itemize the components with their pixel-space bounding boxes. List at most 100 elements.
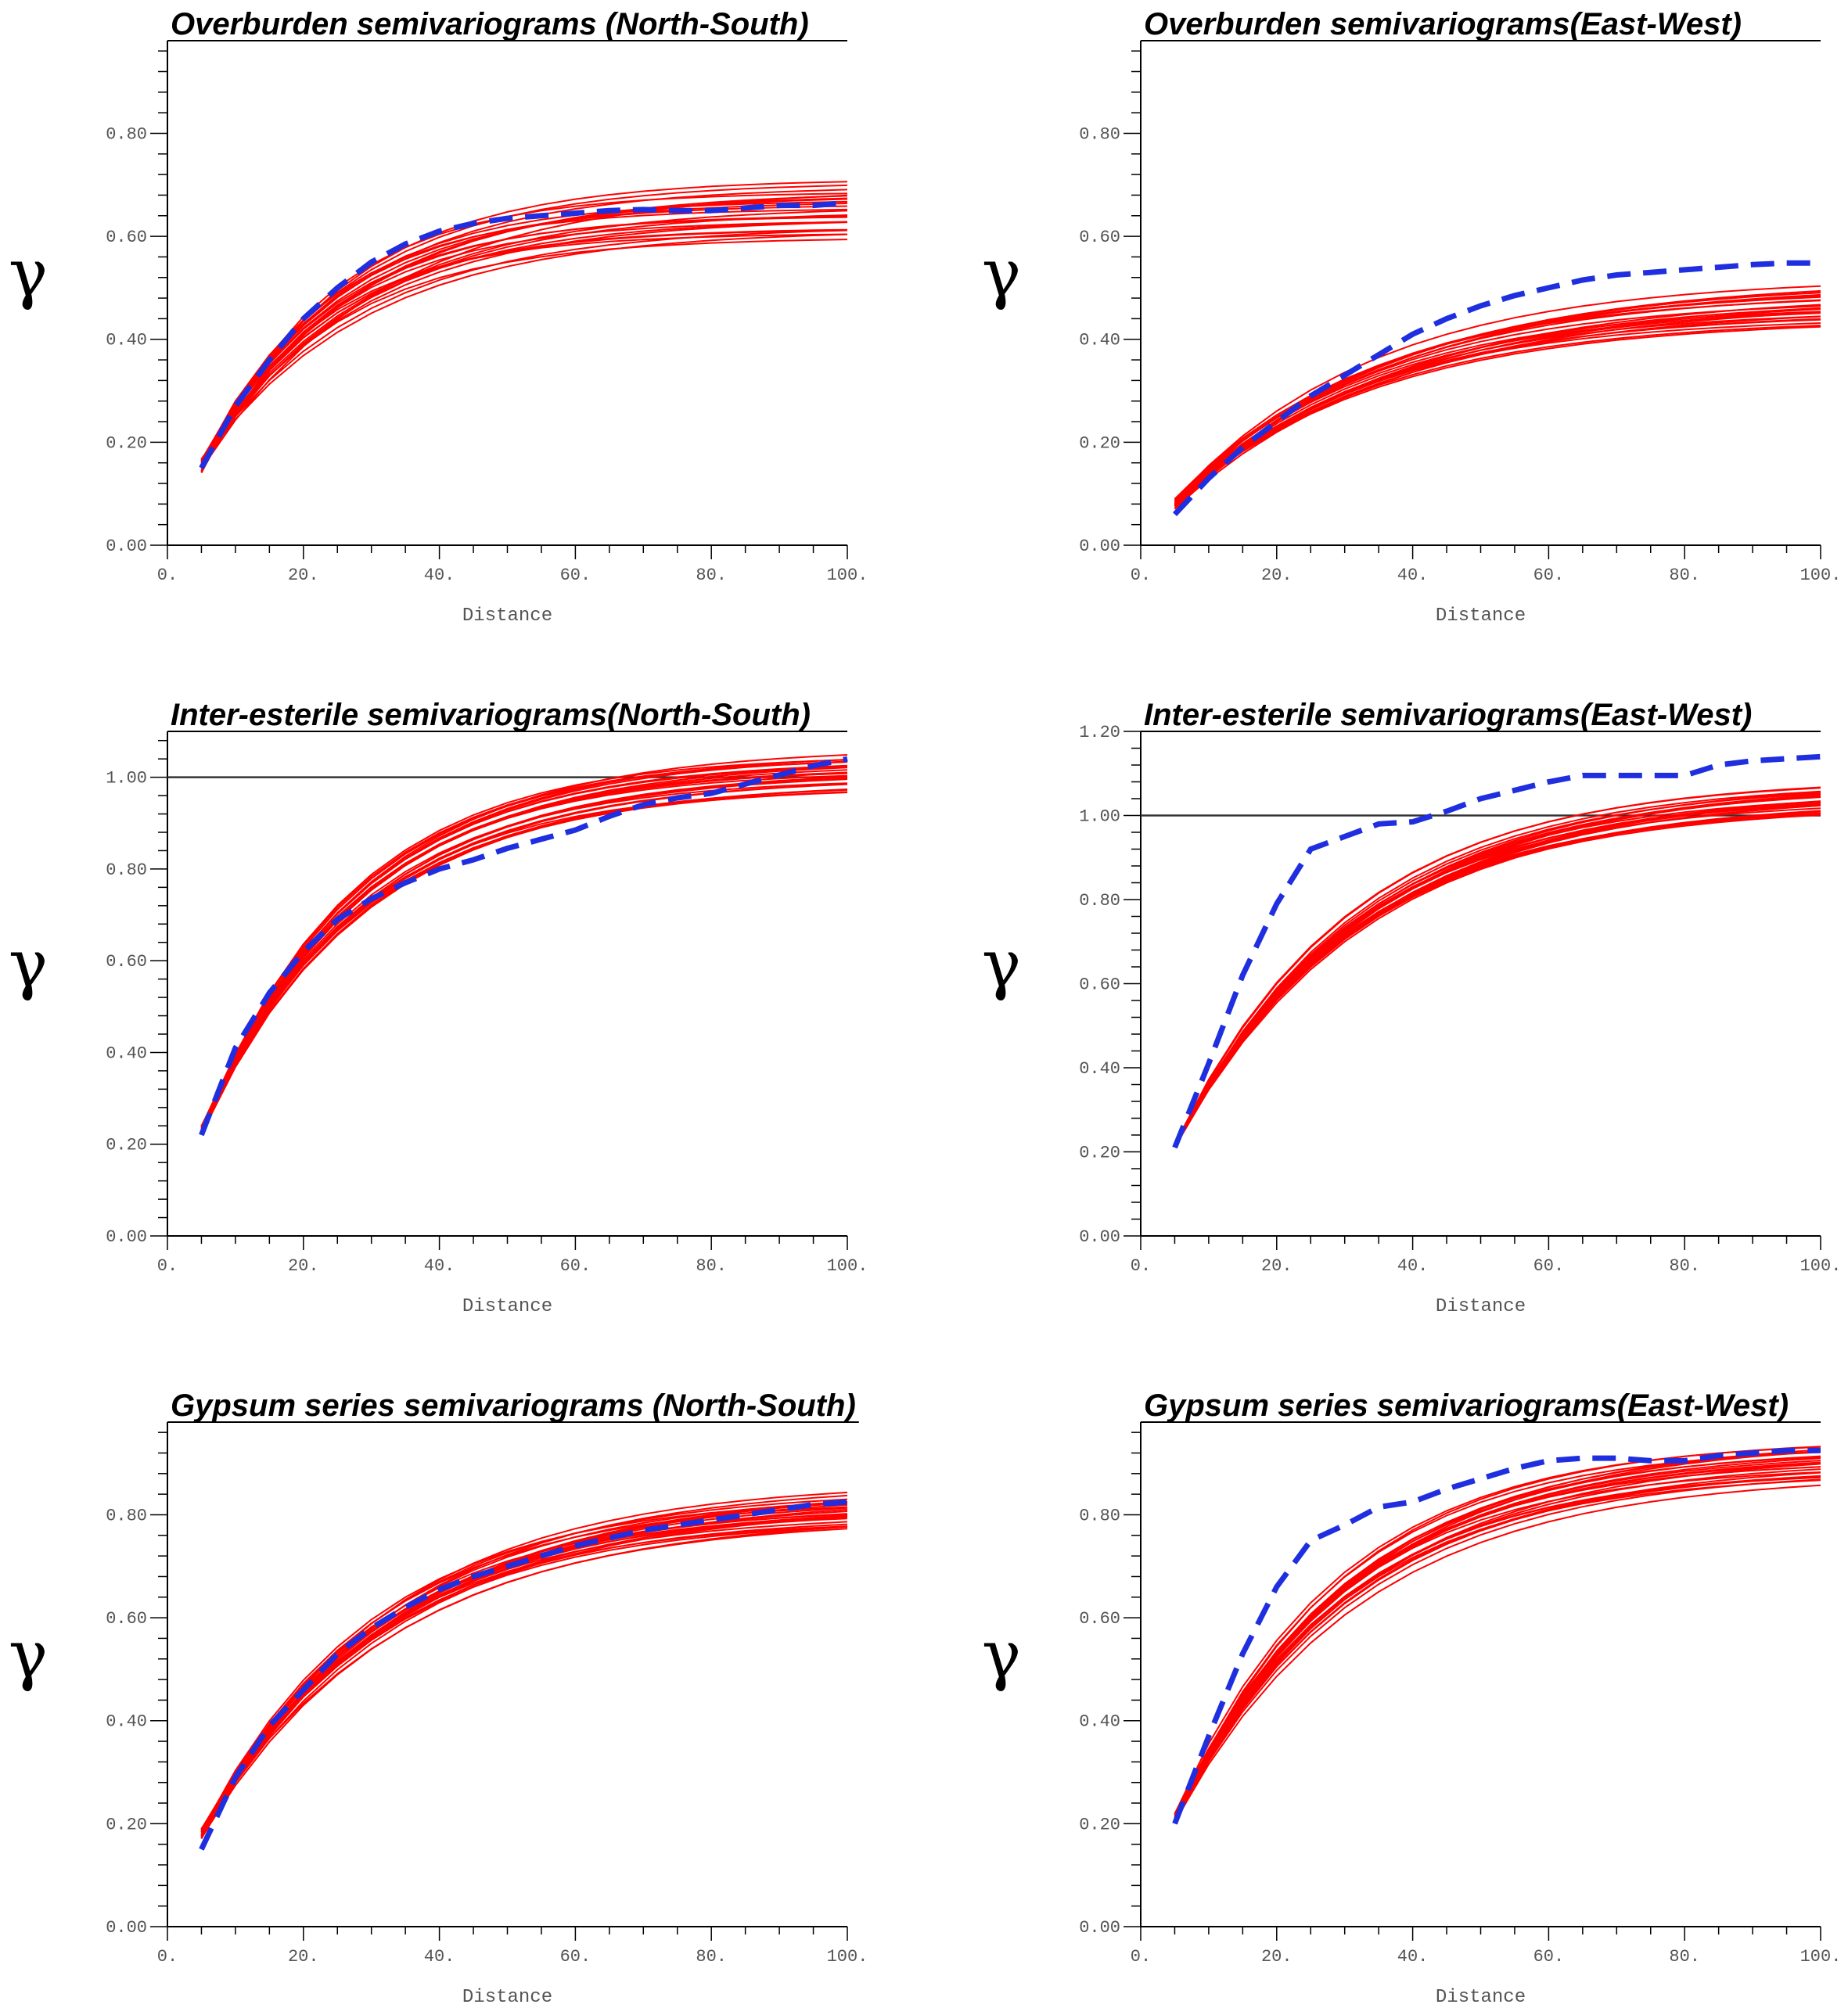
realization-line [200,1523,848,1837]
x-tick-label: 20. [288,1947,319,1967]
chart-title: Overburden semivariograms(East-West) [1144,7,1742,41]
x-tick-label: 0. [157,1256,178,1276]
realization-line [200,1500,848,1839]
x-tick-label: 100. [827,1256,868,1276]
realization-line [1174,311,1821,503]
realization-line [200,214,848,466]
y-tick-label: 0.40 [106,1044,147,1063]
realization-line [200,767,848,1132]
x-tick-label: 80. [696,1947,727,1967]
realization-line [1174,285,1821,501]
y-axis-label: γ [982,926,1021,1003]
y-tick-label: 0.40 [1079,1712,1120,1732]
y-tick-label: 0.20 [1079,1815,1120,1834]
x-tick-label: 100. [827,566,868,585]
y-tick-label: 0.80 [106,124,147,144]
realization-line [1174,293,1821,505]
y-tick-label: 0.60 [1079,975,1120,995]
x-tick-label: 0. [1131,566,1151,585]
realization-line [1174,1461,1821,1819]
realization-line [200,195,848,464]
x-tick-label: 100. [1800,1256,1842,1276]
y-tick-label: 0.80 [1079,891,1120,911]
y-tick-label: 0.20 [1079,433,1120,453]
realization-line [1174,1475,1821,1824]
x-axis-label: Distance [462,1987,552,2008]
x-tick-label: 40. [1397,566,1429,585]
x-tick-label: 20. [288,1256,319,1276]
chart-title: Overburden semivariograms (North-South) [171,7,809,41]
x-tick-label: 60. [560,1947,591,1967]
realization-line [200,760,848,1132]
realization-line [1174,791,1821,1145]
realization-line [1174,790,1821,1148]
realization-line [200,1525,848,1835]
realization-line [200,221,848,460]
realization-line [1174,1446,1821,1823]
y-tick-label: 1.00 [106,769,147,788]
realization-line [1174,804,1821,1148]
realization-line [1174,311,1821,502]
realization-line [200,759,848,1132]
y-axis-label: γ [9,1617,48,1694]
chart-panel-6: Gypsum series semivariograms(East-West) 0… [982,1388,1842,2008]
x-tick-label: 80. [1669,566,1700,585]
realization-line [200,229,848,462]
realization-line [1174,1450,1821,1817]
realization-line [1174,1450,1821,1819]
realization-line [200,1525,848,1835]
realization-line [200,200,848,472]
realization-line [1174,1484,1821,1823]
x-tick-label: 40. [424,1947,455,1967]
y-axis-label: γ [982,1617,1021,1694]
realization-line [1174,304,1821,505]
realization-line [200,1491,848,1839]
realization-line [1174,315,1821,503]
realization-line [1174,305,1821,506]
x-tick-label: 20. [1261,1256,1293,1276]
x-tick-label: 0. [157,1947,178,1967]
y-tick-label: 0.60 [1079,228,1120,247]
x-tick-label: 0. [1131,1947,1151,1967]
realization-line [1174,311,1821,509]
y-tick-label: 0.80 [106,860,147,880]
realization-line [200,205,848,465]
realization-line [200,759,848,1127]
realization-line [1174,800,1821,1145]
x-tick-label: 0. [157,566,178,585]
chart-title: Gypsum series semivariograms(East-West) [1144,1388,1789,1423]
y-axis-label: γ [982,235,1021,312]
y-tick-label: 1.20 [1079,723,1120,742]
realization-line [1174,801,1821,1147]
y-tick-label: 0.80 [1079,124,1120,144]
x-tick-label: 0. [1131,1256,1151,1276]
realization-line [1174,1478,1821,1822]
realization-line [200,764,848,1127]
x-tick-label: 60. [560,1256,591,1276]
y-tick-label: 0.00 [1079,537,1120,556]
y-tick-label: 0.60 [106,228,147,247]
realization-line [200,210,848,461]
chart-title: Gypsum series semivariograms (North-Sout… [171,1388,856,1423]
realization-line [200,1525,848,1830]
x-tick-label: 100. [827,1947,868,1967]
experimental-variogram-line [199,1499,848,1851]
x-tick-label: 100. [1800,566,1842,585]
x-axis-label: Distance [1436,605,1526,627]
chart-panel-5: Gypsum series semivariograms (North-Sout… [9,1388,868,2008]
y-axis-label: γ [9,926,48,1003]
y-tick-label: 0.20 [106,1136,147,1155]
realization-line [200,761,848,1135]
y-tick-label: 0.80 [1079,1506,1120,1525]
x-tick-label: 60. [1533,1256,1565,1276]
realization-line [200,189,848,462]
chart-title: Inter-esterile semivariograms(North-Sout… [171,698,811,732]
realization-line [200,1498,848,1833]
y-tick-label: 0.20 [1079,1144,1120,1163]
realization-line [200,229,848,465]
y-tick-label: 0.60 [106,1609,147,1629]
realization-line [200,1503,848,1832]
y-tick-label: 0.40 [1079,331,1120,350]
realization-line [200,1500,848,1834]
chart-panel-4: Inter-esterile semivariograms(East-West)… [982,698,1842,1317]
